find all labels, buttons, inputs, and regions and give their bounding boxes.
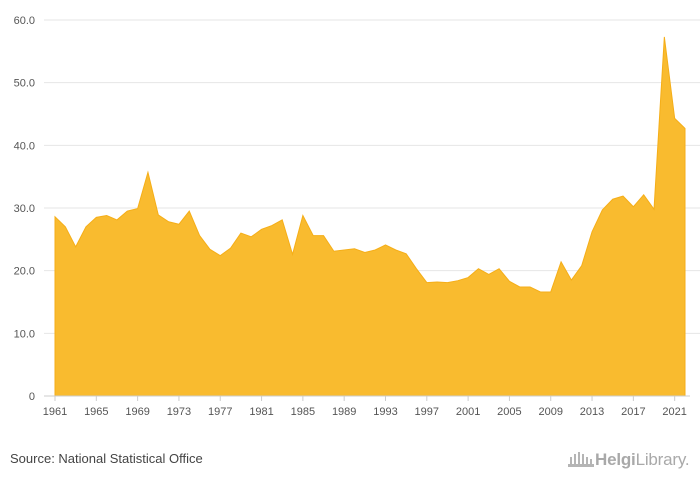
y-tick-label: 30.0 <box>14 203 35 215</box>
helgi-library-logo: HelgiLibrary. <box>567 449 690 471</box>
y-tick-label: 10.0 <box>14 328 35 340</box>
x-tick-label: 1985 <box>291 406 315 418</box>
logo-text-bold: Helgi <box>595 450 636 469</box>
x-axis-tick-labels: 1961 1965 1969 1973 1977 1981 1985 1989 1993 1997… <box>43 406 687 418</box>
logo-text-light: Library. <box>635 450 690 469</box>
x-tick-label: 2009 <box>538 406 562 418</box>
axes <box>44 395 690 401</box>
area-chart: 010.020.030.040.050.060.0 1961 1965 1969 19… <box>14 15 700 418</box>
x-tick-label: 2021 <box>662 406 686 418</box>
x-tick-label: 1977 <box>208 406 232 418</box>
building-icon <box>568 452 594 467</box>
x-tick-label: 1997 <box>415 406 439 418</box>
y-tick-label: 40.0 <box>14 140 35 152</box>
area-series <box>54 36 686 397</box>
x-tick-label: 2005 <box>497 406 521 418</box>
logo-text: HelgiLibrary. <box>595 450 690 470</box>
y-tick-label: 0 <box>29 391 35 403</box>
x-tick-label: 2013 <box>580 406 604 418</box>
x-tick-label: 1965 <box>84 406 108 418</box>
y-tick-label: 60.0 <box>14 15 35 27</box>
y-tick-label: 20.0 <box>14 266 35 278</box>
x-tick-label: 1981 <box>249 406 273 418</box>
y-tick-label: 50.0 <box>14 78 35 90</box>
x-tick-label: 1969 <box>125 406 149 418</box>
x-tick-label: 1961 <box>43 406 67 418</box>
x-tick-label: 2001 <box>456 406 480 418</box>
x-tick-label: 1993 <box>373 406 397 418</box>
y-axis-tick-labels: 0 10.0 20.0 30.0 40.0 50.0 60.0 <box>14 15 35 403</box>
source-note: Source: National Statistical Office <box>10 451 203 466</box>
x-tick-label: 2017 <box>621 406 645 418</box>
area-fill <box>54 36 686 397</box>
x-tick-label: 1973 <box>167 406 191 418</box>
x-tick-label: 1989 <box>332 406 356 418</box>
